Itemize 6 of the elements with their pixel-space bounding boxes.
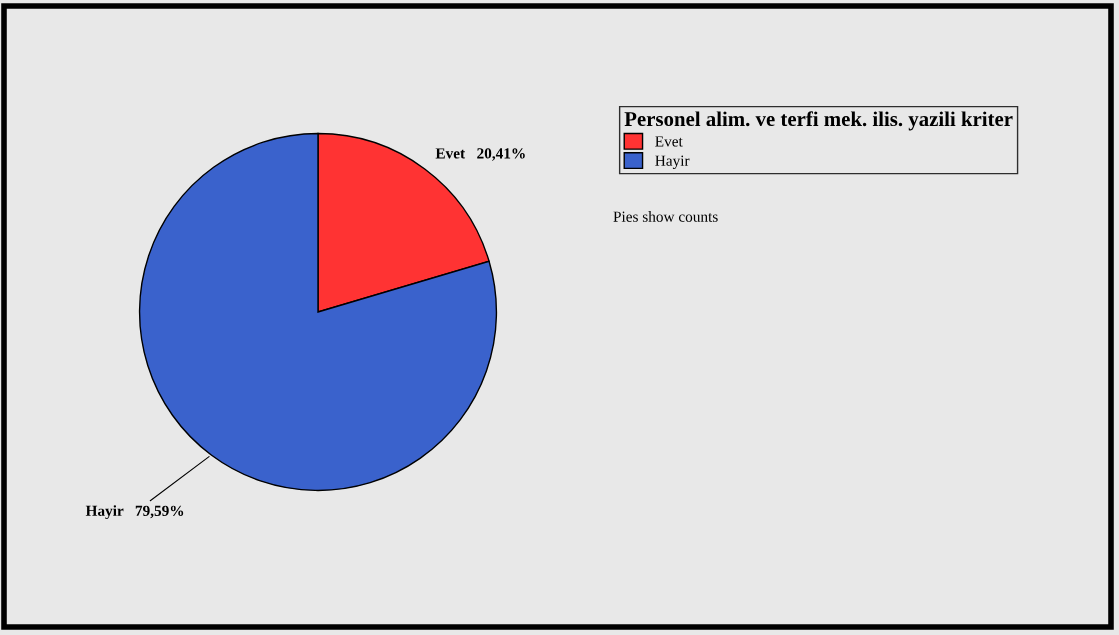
legend-title: Personel alim. ve terfi mek. ilis. yazili kriter [624,111,1013,131]
category-label: Hayir 79,59% [85,505,184,520]
text: Pies show counts [613,211,718,222]
legend-label: Evet [655,136,683,147]
legend-label: Hayir [655,155,690,170]
category-label: Evet 20,41% [435,148,525,161]
